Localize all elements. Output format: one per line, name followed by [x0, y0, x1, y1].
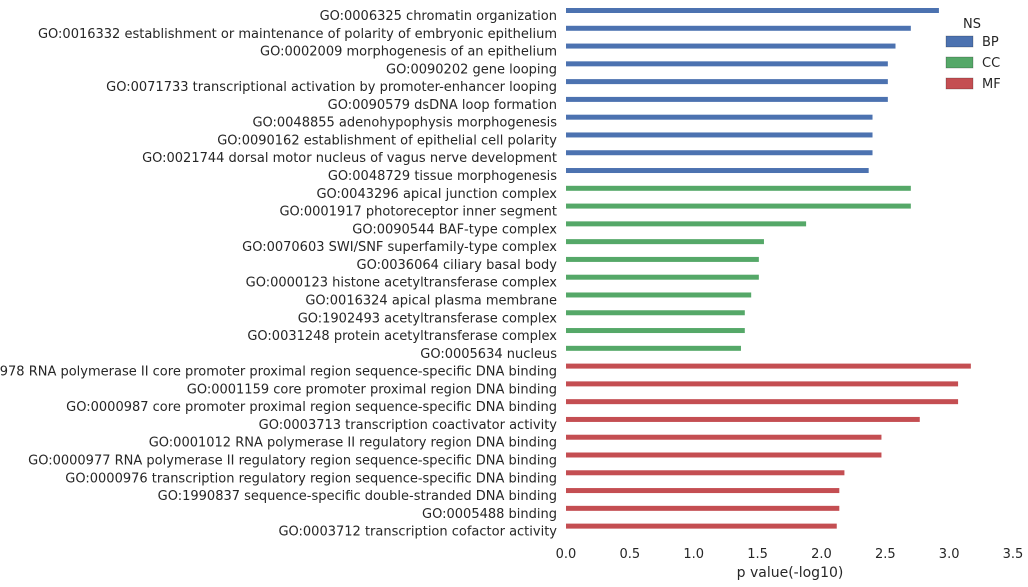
- bar-cc: [566, 203, 911, 209]
- bar-mf: [566, 470, 845, 476]
- bar-cc: [566, 345, 741, 351]
- category-label: GO:0000976 transcription regulatory regi…: [65, 471, 557, 486]
- bar-bp: [566, 61, 888, 67]
- category-label: GO:0001917 photoreceptor inner segment: [279, 205, 557, 220]
- bar-bp: [566, 114, 873, 120]
- category-label: GO:0043296 apical junction complex: [316, 187, 557, 202]
- bar-bp: [566, 132, 873, 138]
- x-tick-label: 3.0: [939, 547, 960, 562]
- legend-title: NS: [963, 17, 981, 32]
- legend-items: BP CC MF: [945, 35, 1001, 92]
- x-tick-label: 1.5: [747, 547, 768, 562]
- category-label: GO:0090202 gene looping: [386, 62, 557, 77]
- category-label: GO:0000977 RNA polymerase II regulatory …: [28, 454, 557, 469]
- bar-bp: [566, 150, 873, 156]
- category-label: GO:0090162 establishment of epithelial c…: [217, 133, 557, 148]
- legend-swatch-bp: [945, 35, 974, 48]
- bar-mf: [566, 452, 882, 458]
- category-label: GO:0003713 transcription coactivator act…: [259, 418, 558, 433]
- x-axis-label: p value(-log10): [737, 565, 844, 581]
- x-tick-label: 1.0: [683, 547, 704, 562]
- bar-mf: [566, 505, 840, 511]
- category-label: GO:0071733 transcriptional activation by…: [106, 80, 557, 95]
- x-tick-label: 3.5: [1003, 547, 1024, 562]
- bar-cc: [566, 239, 764, 245]
- legend-label-bp: BP: [982, 35, 999, 50]
- category-label: GO:0000978 RNA polymerase II core promot…: [0, 365, 557, 380]
- category-labels: GO:0006325 chromatin organization GO:0016…: [0, 9, 557, 540]
- bar-cc: [566, 274, 759, 280]
- category-label: GO:0003712 transcription cofactor activi…: [278, 525, 557, 540]
- category-label: GO:0031248 protein acetyltransferase com…: [247, 329, 557, 344]
- category-label: GO:0000987 core promoter proximal region…: [66, 400, 557, 415]
- category-label: GO:0001159 core promoter proximal region…: [187, 382, 557, 397]
- bar-mf: [566, 488, 840, 494]
- category-label: GO:0005634 nucleus: [420, 347, 557, 362]
- legend: NS BP CC MF: [945, 17, 1001, 92]
- category-label: GO:0016324 apical plasma membrane: [305, 293, 557, 308]
- bar-bp: [566, 8, 939, 13]
- category-label: GO:0048729 tissue morphogenesis: [328, 169, 557, 184]
- x-axis-ticks: 0.0 0.5 1.0 1.5 2.0 2.5 3.0 3.5: [556, 547, 1024, 562]
- category-label: GO:0002009 morphogenesis of an epitheliu…: [260, 45, 557, 60]
- category-label: GO:0006325 chromatin organization: [320, 9, 557, 24]
- category-label: GO:0001012 RNA polymerase II regulatory …: [149, 436, 557, 451]
- bar-cc: [566, 185, 911, 191]
- x-tick-label: 2.0: [811, 547, 832, 562]
- category-label: GO:0005488 binding: [422, 507, 557, 522]
- bar-cc: [566, 256, 759, 262]
- category-label: GO:1990837 sequence-specific double-stra…: [158, 489, 557, 504]
- category-label: GO:0016332 establishment or maintenance …: [38, 27, 557, 42]
- bar-mf: [566, 381, 959, 387]
- bars: [566, 8, 971, 529]
- bar-bp: [566, 43, 896, 49]
- legend-swatch-cc: [945, 56, 974, 69]
- category-label: GO:0090544 BAF-type complex: [352, 222, 557, 237]
- bar-bp: [566, 25, 911, 31]
- category-label: GO:0000123 histone acetyltransferase com…: [246, 276, 558, 291]
- bar-mf: [566, 434, 882, 440]
- bar-bp: [566, 79, 888, 85]
- x-tick-label: 2.5: [875, 547, 896, 562]
- x-tick-label: 0.0: [556, 547, 577, 562]
- category-label: GO:0021744 dorsal motor nucleus of vagus…: [142, 151, 557, 166]
- category-label: GO:0070603 SWI/SNF superfamily-type comp…: [242, 240, 557, 255]
- bar-cc: [566, 328, 745, 334]
- bar-mf: [566, 523, 837, 529]
- bar-bp: [566, 96, 888, 102]
- bar-cc: [566, 221, 807, 227]
- category-label: GO:0048855 adenohypophysis morphogenesis: [252, 116, 557, 131]
- category-label: GO:0090579 dsDNA loop formation: [328, 98, 557, 113]
- legend-swatch-mf: [945, 77, 974, 90]
- legend-label-cc: CC: [982, 56, 1000, 71]
- category-label: GO:1902493 acetyltransferase complex: [298, 311, 558, 326]
- category-label: GO:0036064 ciliary basal body: [357, 258, 558, 273]
- bar-mf: [566, 399, 959, 405]
- legend-label-mf: MF: [982, 77, 1001, 92]
- bar-mf: [566, 363, 971, 369]
- x-tick-label: 0.5: [620, 547, 641, 562]
- bar-mf: [566, 416, 920, 422]
- bar-bp: [566, 168, 869, 174]
- bar-cc: [566, 292, 752, 298]
- bar-cc: [566, 310, 745, 316]
